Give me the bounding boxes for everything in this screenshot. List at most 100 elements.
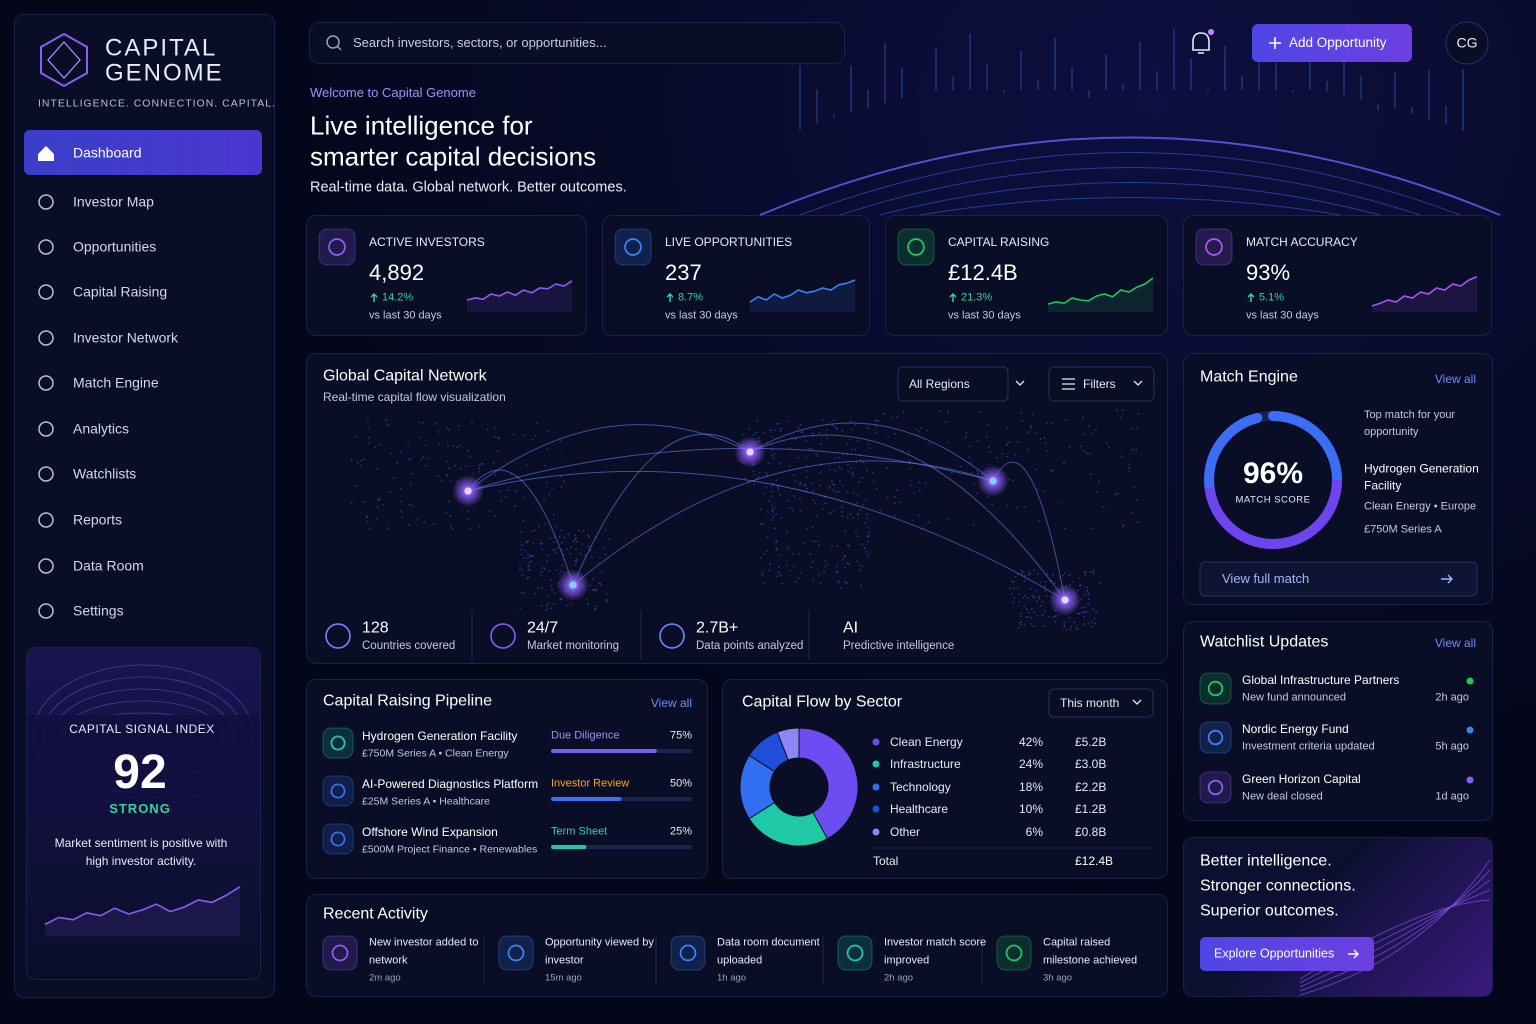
map-dot xyxy=(591,589,594,591)
explore-button[interactable] xyxy=(1200,937,1374,971)
kpi-card xyxy=(1183,215,1492,336)
map-dot xyxy=(844,566,846,569)
map-dot xyxy=(1070,625,1072,628)
map-dot xyxy=(551,549,554,551)
map-dot xyxy=(1092,608,1095,611)
legend-share: 6% xyxy=(1025,824,1043,839)
map-dot xyxy=(1014,575,1017,578)
map-dot xyxy=(393,477,395,479)
map-dot xyxy=(1020,615,1022,618)
map-dot xyxy=(459,467,462,470)
map-dot xyxy=(547,430,549,433)
map-dot xyxy=(773,507,776,509)
map-dot xyxy=(387,424,390,427)
map-dot xyxy=(586,598,589,601)
map-dot xyxy=(1064,572,1066,574)
nav-item[interactable]: Watchlists xyxy=(73,465,137,482)
map-dot xyxy=(927,521,930,523)
map-dot xyxy=(452,445,455,447)
map-dot xyxy=(758,437,761,439)
region-select[interactable] xyxy=(897,366,1009,402)
map-dot xyxy=(779,494,782,497)
stat-label: Data points analyzed xyxy=(696,640,804,653)
map-dot xyxy=(423,521,426,524)
map-dot xyxy=(837,490,840,493)
map-dot xyxy=(893,495,896,498)
map-dot xyxy=(867,443,870,446)
panel-title: Watchlist Updates xyxy=(1200,633,1329,651)
map-dot xyxy=(449,515,452,517)
explore-button-label[interactable]: Explore Opportunities xyxy=(1214,946,1335,961)
map-dot xyxy=(1036,615,1039,617)
map-dot xyxy=(799,423,802,426)
map-dot xyxy=(809,553,812,555)
map-dot xyxy=(806,476,808,479)
nav-item[interactable]: Match Engine xyxy=(73,374,159,391)
nav-item[interactable]: Capital Raising xyxy=(73,283,168,300)
map-dot xyxy=(520,591,523,594)
view-match-button[interactable] xyxy=(1199,561,1478,597)
nav-icon xyxy=(38,330,54,346)
period-select-label[interactable]: This month xyxy=(1060,695,1120,710)
nav-item[interactable]: Opportunities xyxy=(73,238,157,255)
map-dot xyxy=(797,577,800,579)
map-dot xyxy=(519,565,521,567)
icon-box xyxy=(322,935,358,971)
map-dot xyxy=(838,466,841,469)
map-dot xyxy=(770,485,773,488)
view-all-link[interactable]: View all xyxy=(650,695,692,710)
add-button-label[interactable]: Add Opportunity xyxy=(1289,34,1387,50)
view-all-link[interactable]: View all xyxy=(1434,635,1476,650)
nav-item[interactable]: Investor Map xyxy=(73,193,154,210)
view-match-label[interactable]: View full match xyxy=(1222,571,1310,587)
bell-icon[interactable] xyxy=(1192,32,1210,54)
map-dot xyxy=(1105,441,1108,444)
map-dot xyxy=(875,487,878,490)
map-dot xyxy=(864,499,867,502)
add-button[interactable] xyxy=(1252,24,1412,62)
filters-label[interactable]: Filters xyxy=(1083,376,1116,391)
nav-active[interactable] xyxy=(24,130,262,175)
map-dot xyxy=(797,427,800,429)
map-dot xyxy=(504,495,507,498)
period-select[interactable] xyxy=(1048,688,1154,718)
stat-label: Market monitoring xyxy=(527,640,620,653)
map-dot xyxy=(1117,492,1119,495)
nav-item[interactable]: Settings xyxy=(73,602,124,619)
map-dot xyxy=(1096,491,1098,494)
map-dot xyxy=(816,455,819,457)
watch-detail: New deal closed xyxy=(1242,790,1323,803)
map-dot xyxy=(867,427,870,430)
map-dot xyxy=(766,535,769,538)
nav-item[interactable]: Dashboard xyxy=(73,144,142,161)
nav-item[interactable]: Analytics xyxy=(73,420,130,437)
map-dot xyxy=(1043,437,1046,439)
map-dot xyxy=(793,495,796,497)
map-dot xyxy=(794,480,797,483)
avatar[interactable] xyxy=(1445,21,1489,65)
map-dot xyxy=(1093,617,1096,620)
stat-icon xyxy=(659,623,685,649)
nav-item[interactable]: Investor Network xyxy=(73,329,179,346)
search-box[interactable] xyxy=(309,22,845,64)
map-dot xyxy=(855,560,858,563)
map-dot xyxy=(1120,455,1123,457)
map-dot xyxy=(761,574,764,577)
map-dot xyxy=(801,431,803,434)
search-placeholder[interactable]: Search investors, sectors, or opportunit… xyxy=(353,35,607,51)
nav-item[interactable]: Data Room xyxy=(73,557,144,574)
map-dot xyxy=(1089,473,1092,476)
view-all-link[interactable]: View all xyxy=(1434,371,1476,386)
icon-box xyxy=(897,228,935,266)
map-dot xyxy=(1030,616,1032,619)
map-dot xyxy=(534,435,537,437)
region-select-label[interactable]: All Regions xyxy=(909,376,970,391)
map-dot xyxy=(528,568,531,571)
map-dot xyxy=(1046,573,1049,576)
map-dot xyxy=(846,443,848,446)
nav-item[interactable]: Reports xyxy=(73,511,123,528)
map-dot xyxy=(979,411,982,414)
nav-icon xyxy=(38,239,54,255)
stat-icon xyxy=(325,623,351,649)
filters-button[interactable] xyxy=(1048,366,1155,402)
